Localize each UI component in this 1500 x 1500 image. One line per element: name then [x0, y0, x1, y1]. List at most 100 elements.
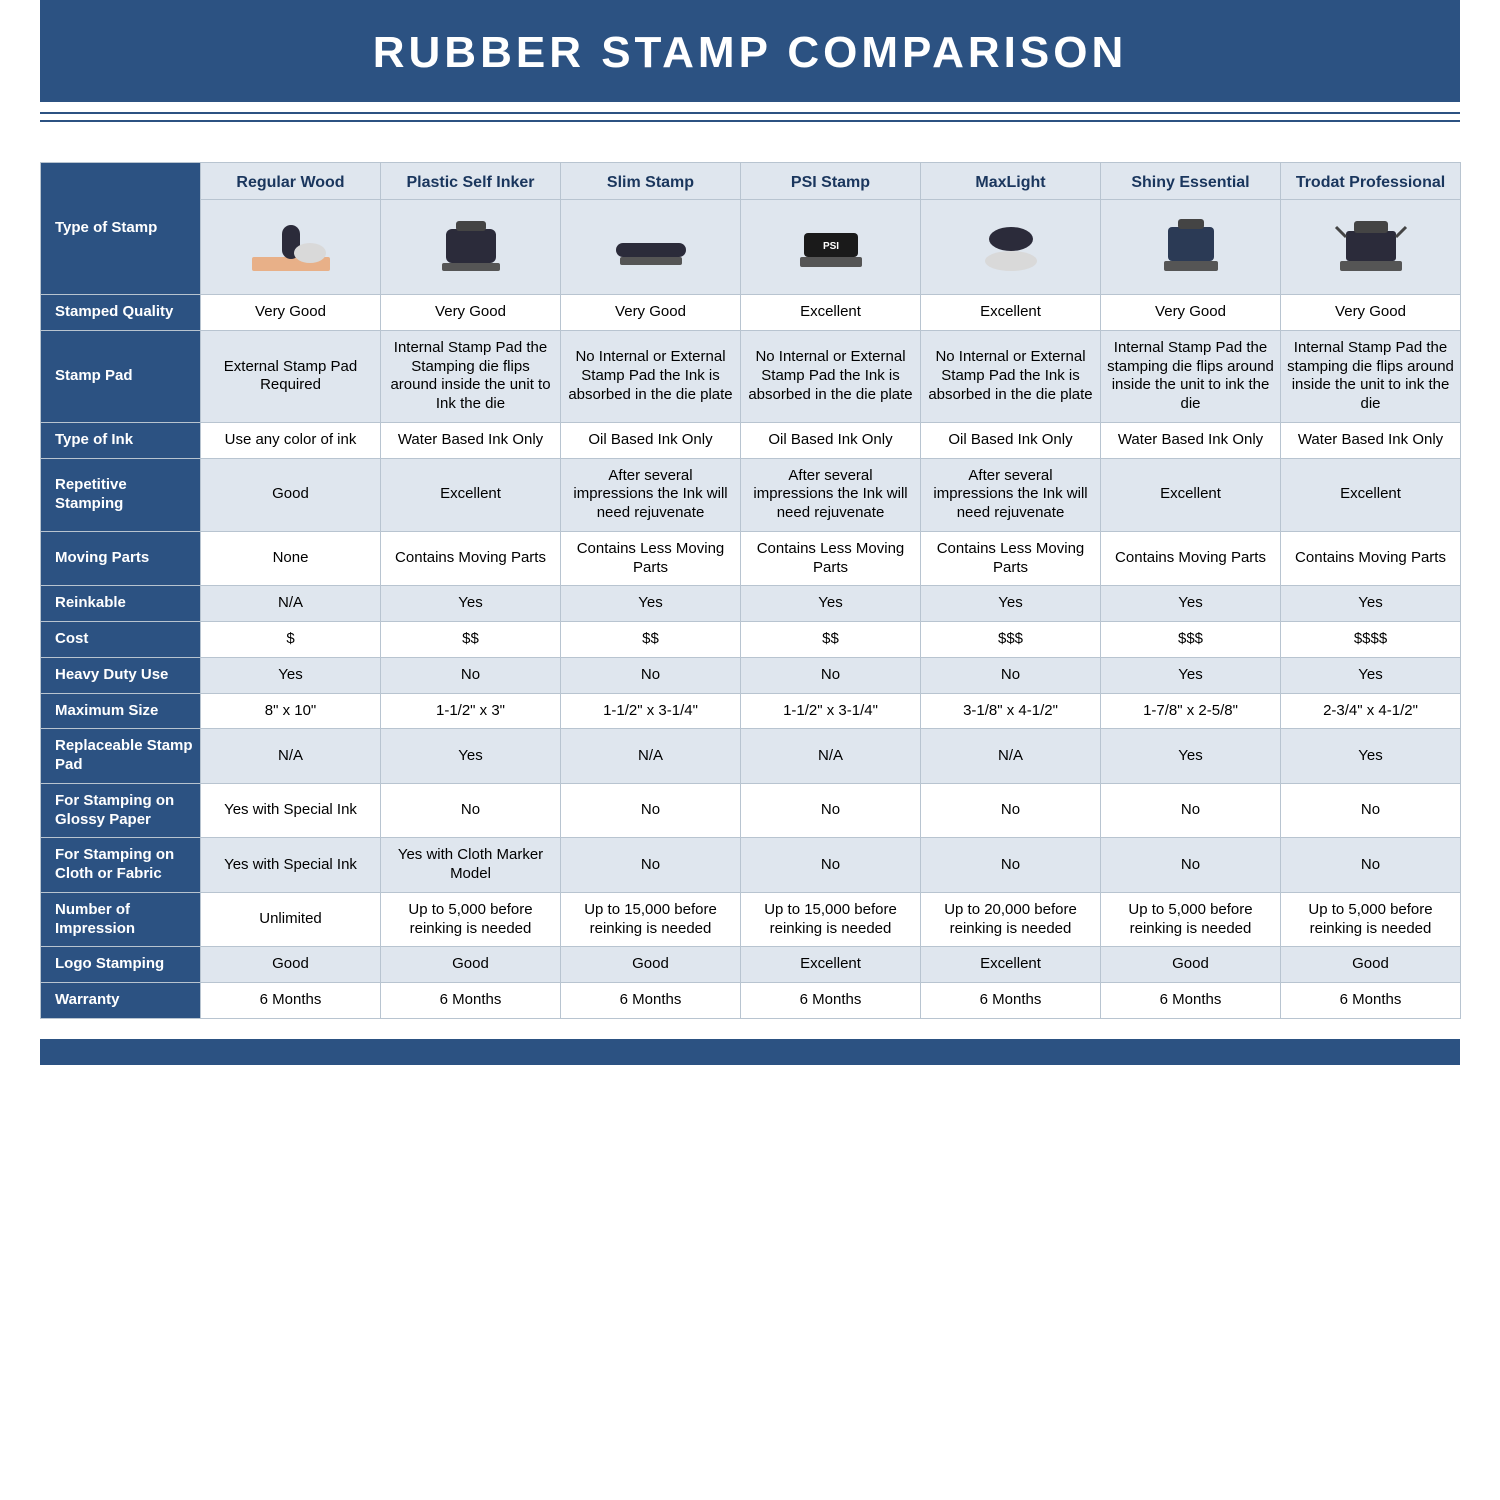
table-cell: Very Good — [201, 295, 381, 331]
table-row: Type of InkUse any color of inkWater Bas… — [41, 422, 1461, 458]
image-row: PSI — [41, 200, 1461, 295]
table-cell: No — [381, 657, 561, 693]
corner-label: Type of Stamp — [41, 163, 201, 295]
table-row: Number of ImpressionUnlimitedUp to 5,000… — [41, 892, 1461, 947]
table-cell: 6 Months — [921, 983, 1101, 1019]
table-cell: 6 Months — [561, 983, 741, 1019]
row-label: Heavy Duty Use — [41, 657, 201, 693]
table-cell: N/A — [201, 729, 381, 784]
row-label: Replaceable Stamp Pad — [41, 729, 201, 784]
table-row: Maximum Size8" x 10"1-1/2" x 3"1-1/2" x … — [41, 693, 1461, 729]
table-cell: Excellent — [921, 295, 1101, 331]
row-label: Repetitive Stamping — [41, 458, 201, 531]
table-cell: Up to 5,000 before reinking is needed — [1281, 892, 1461, 947]
table-cell: Excellent — [741, 947, 921, 983]
table-cell: Good — [381, 947, 561, 983]
table-cell: Good — [561, 947, 741, 983]
table-cell: No — [1281, 783, 1461, 838]
rule-bottom — [40, 120, 1460, 122]
table-cell: Up to 5,000 before reinking is needed — [1101, 892, 1281, 947]
table-cell: Water Based Ink Only — [1281, 422, 1461, 458]
table-cell: Yes with Special Ink — [201, 783, 381, 838]
row-label: For Stamping on Glossy Paper — [41, 783, 201, 838]
table-cell: No — [741, 838, 921, 893]
table-cell: Contains Less Moving Parts — [921, 531, 1101, 586]
maxlight-stamp-icon — [966, 217, 1056, 277]
table-cell: 8" x 10" — [201, 693, 381, 729]
trodat-stamp-icon — [1326, 217, 1416, 277]
table-cell: Excellent — [921, 947, 1101, 983]
table-cell: No — [921, 657, 1101, 693]
table-cell: 3-1/8" x 4-1/2" — [921, 693, 1101, 729]
table-cell: Yes — [1101, 729, 1281, 784]
table-cell: Contains Moving Parts — [381, 531, 561, 586]
table-cell: Internal Stamp Pad the Stamping die flip… — [381, 330, 561, 422]
table-cell: Up to 15,000 before reinking is needed — [561, 892, 741, 947]
table-cell: $$$$ — [1281, 622, 1461, 658]
table-cell: No — [561, 783, 741, 838]
table-cell: Up to 20,000 before reinking is needed — [921, 892, 1101, 947]
table-cell: Oil Based Ink Only — [561, 422, 741, 458]
table-cell: Very Good — [1281, 295, 1461, 331]
shiny-stamp-icon — [1146, 217, 1236, 277]
table-cell: $$ — [561, 622, 741, 658]
page-title: RUBBER STAMP COMPARISON — [40, 0, 1460, 102]
table-cell: Water Based Ink Only — [381, 422, 561, 458]
col-header: PSI Stamp — [741, 163, 921, 200]
table-cell: External Stamp Pad Required — [201, 330, 381, 422]
table-cell: Yes — [561, 586, 741, 622]
svg-text:PSI: PSI — [822, 241, 838, 252]
table-cell: Contains Less Moving Parts — [561, 531, 741, 586]
table-cell: Contains Moving Parts — [1281, 531, 1461, 586]
table-cell: Yes — [1101, 657, 1281, 693]
table-cell: Good — [1101, 947, 1281, 983]
row-label: Logo Stamping — [41, 947, 201, 983]
col-header: Regular Wood — [201, 163, 381, 200]
table-cell: Oil Based Ink Only — [741, 422, 921, 458]
table-cell: Contains Moving Parts — [1101, 531, 1281, 586]
table-cell: $$ — [741, 622, 921, 658]
table-cell: N/A — [201, 586, 381, 622]
table-cell: No — [381, 783, 561, 838]
table-cell: $ — [201, 622, 381, 658]
table-cell: Internal Stamp Pad the stamping die flip… — [1101, 330, 1281, 422]
table-row: ReinkableN/AYesYesYesYesYesYes — [41, 586, 1461, 622]
table-row: For Stamping on Glossy PaperYes with Spe… — [41, 783, 1461, 838]
table-cell: 6 Months — [1281, 983, 1461, 1019]
table-cell: Yes — [921, 586, 1101, 622]
table-cell: Up to 5,000 before reinking is needed — [381, 892, 561, 947]
table-cell: 6 Months — [741, 983, 921, 1019]
row-label: Moving Parts — [41, 531, 201, 586]
row-label: For Stamping on Cloth or Fabric — [41, 838, 201, 893]
comparison-table: Type of Stamp Regular Wood Plastic Self … — [40, 162, 1461, 1019]
table-cell: Yes — [381, 729, 561, 784]
table-cell: $$$ — [1101, 622, 1281, 658]
table-cell: No — [1101, 838, 1281, 893]
table-row: Replaceable Stamp PadN/AYesN/AN/AN/AYesY… — [41, 729, 1461, 784]
psi-stamp-icon: PSI — [786, 217, 876, 277]
table-row: Stamp PadExternal Stamp Pad RequiredInte… — [41, 330, 1461, 422]
table-cell: Unlimited — [201, 892, 381, 947]
table-cell: Excellent — [381, 458, 561, 531]
table-cell: After several impressions the Ink will n… — [561, 458, 741, 531]
table-cell: Yes — [741, 586, 921, 622]
col-header: Shiny Essential — [1101, 163, 1281, 200]
table-cell: 1-1/2" x 3-1/4" — [741, 693, 921, 729]
table-row: Cost$$$$$$$$$$$$$$$$$ — [41, 622, 1461, 658]
table-cell: N/A — [741, 729, 921, 784]
row-label: Stamp Pad — [41, 330, 201, 422]
table-cell: Use any color of ink — [201, 422, 381, 458]
table-cell: Yes — [1101, 586, 1281, 622]
table-cell: Yes — [201, 657, 381, 693]
col-header: Slim Stamp — [561, 163, 741, 200]
wood-stamp-icon — [246, 217, 336, 277]
table-cell: No — [561, 838, 741, 893]
table-cell: No — [741, 783, 921, 838]
table-cell: None — [201, 531, 381, 586]
table-cell: Good — [1281, 947, 1461, 983]
table-cell: Yes — [381, 586, 561, 622]
col-header: Plastic Self Inker — [381, 163, 561, 200]
table-cell: 1-1/2" x 3" — [381, 693, 561, 729]
table-cell: No — [1101, 783, 1281, 838]
table-row: Logo StampingGoodGoodGoodExcellentExcell… — [41, 947, 1461, 983]
